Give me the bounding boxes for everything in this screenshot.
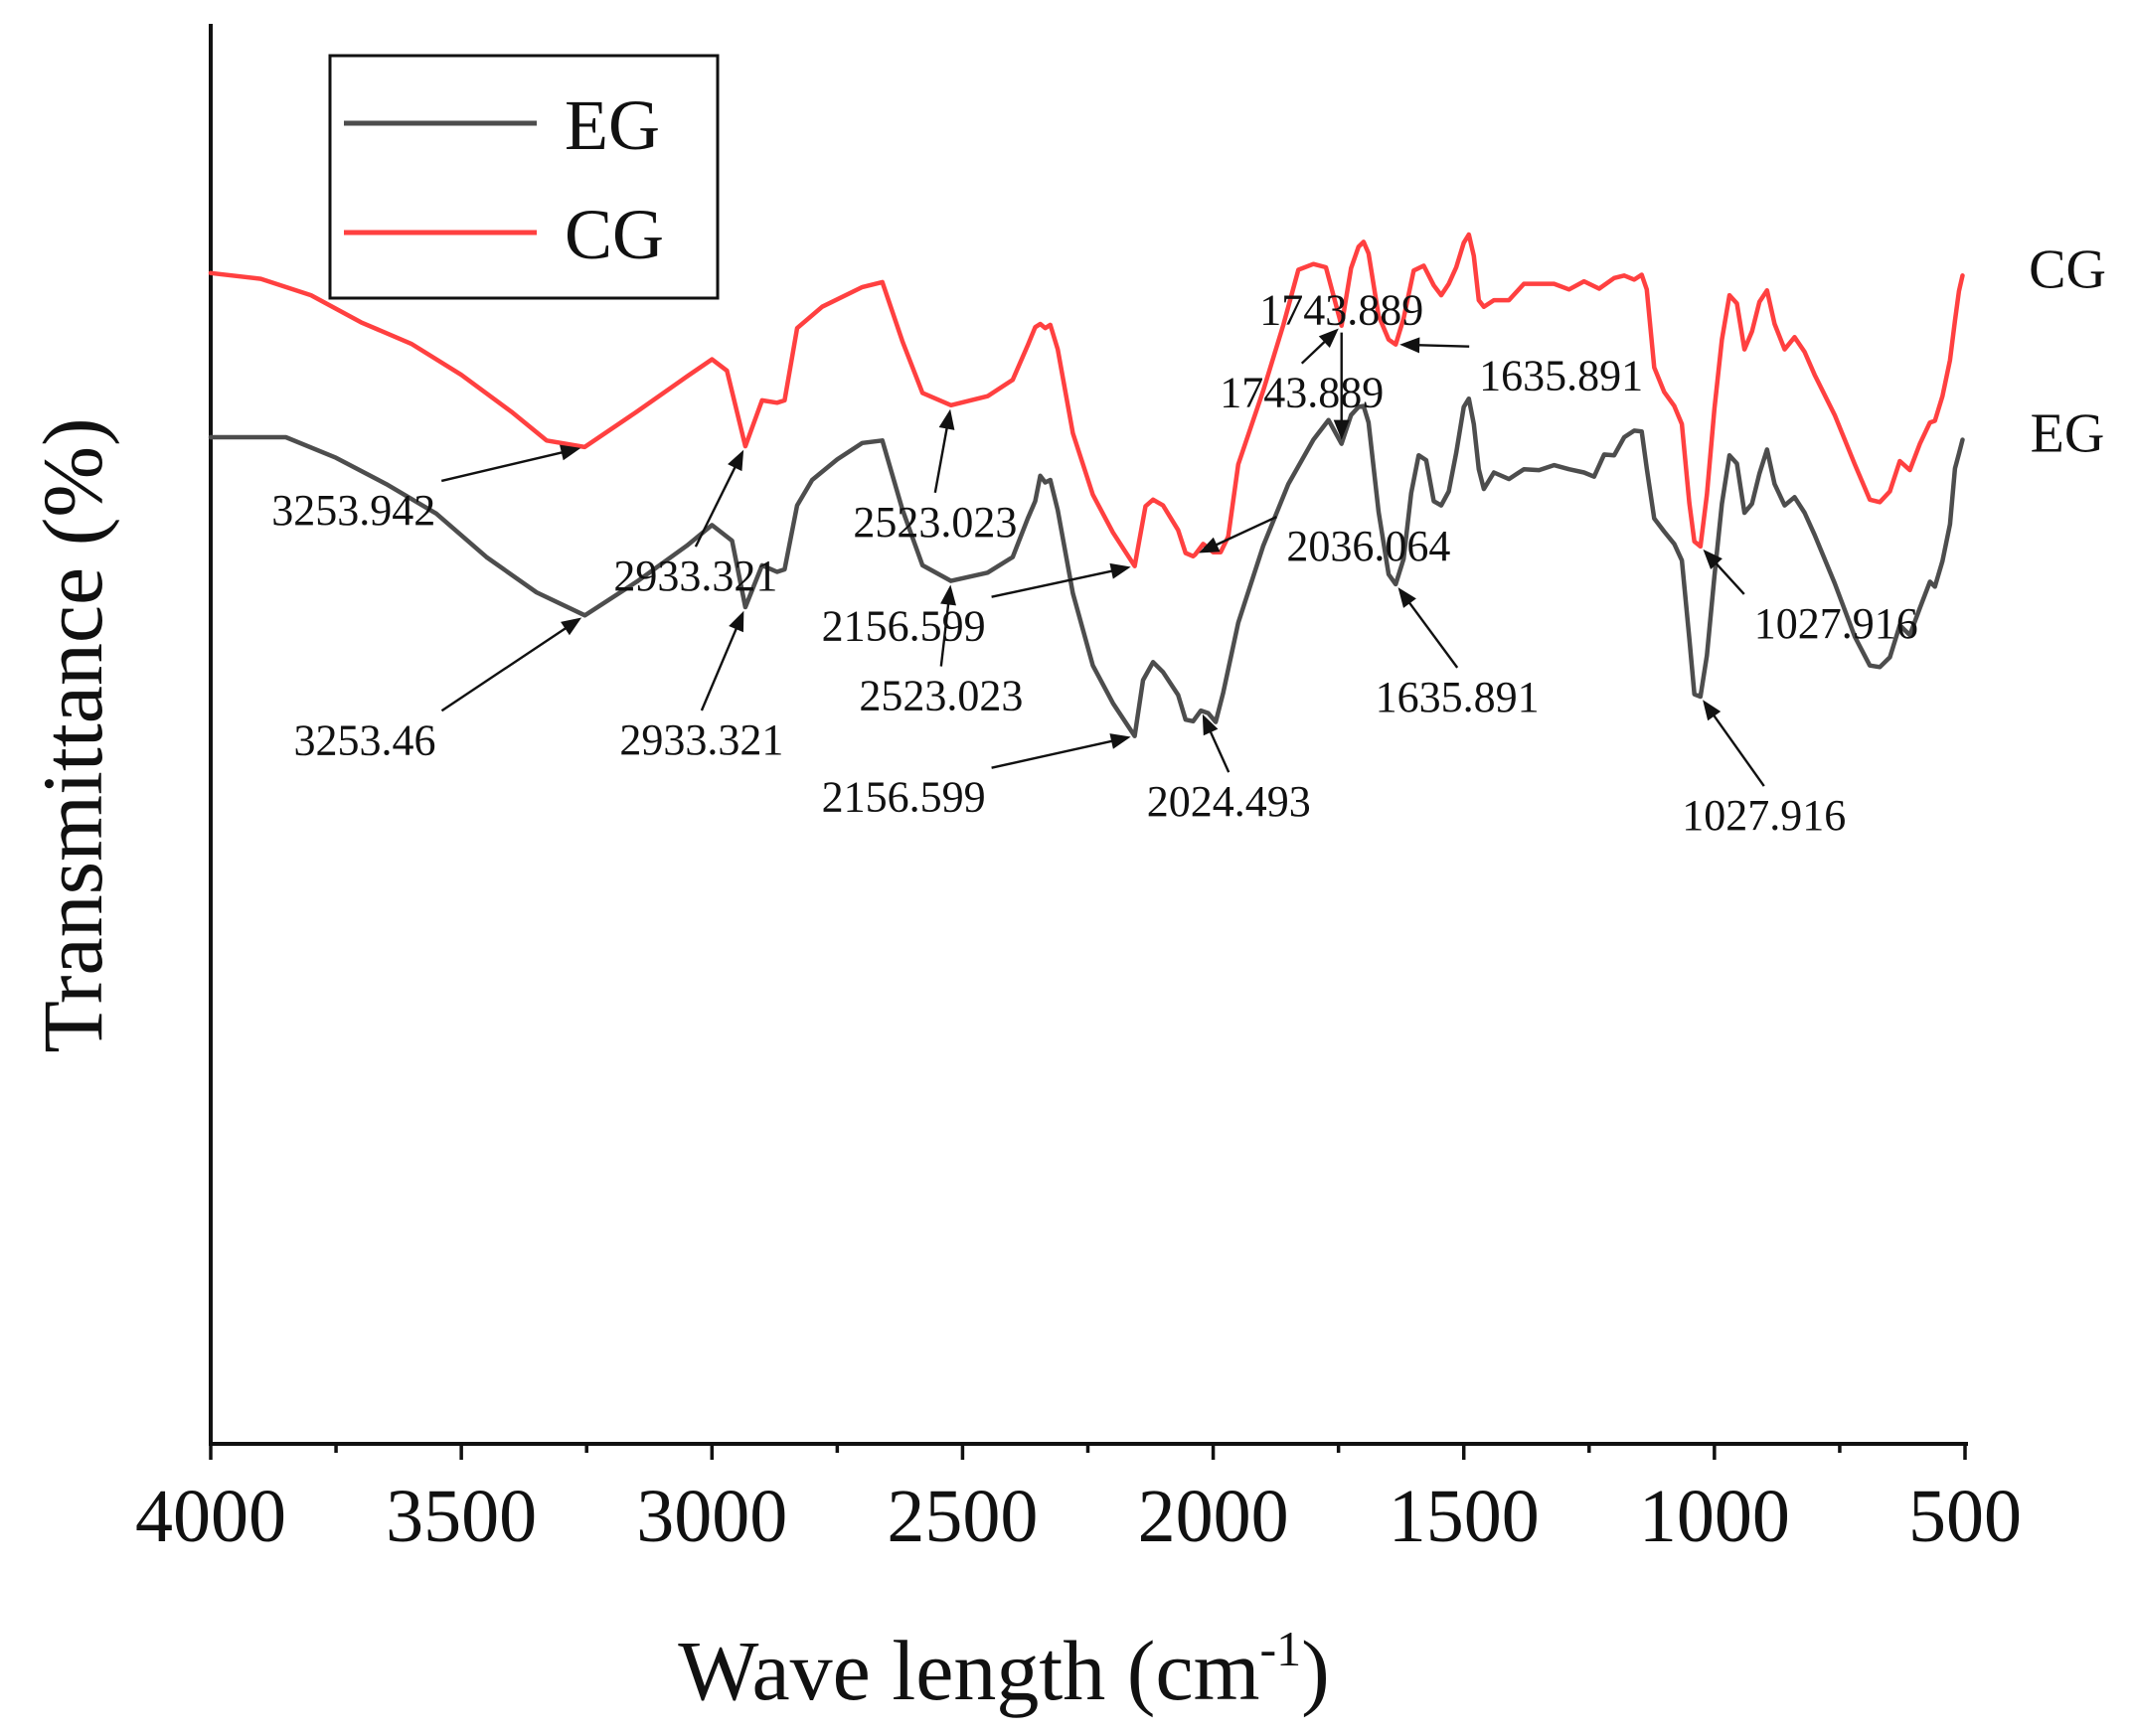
peak-label: 2933.321: [619, 715, 783, 764]
peak-label: 1743.889: [1220, 369, 1384, 417]
annotation-arrowhead: [1703, 700, 1722, 721]
peak-label: 1743.889: [1259, 286, 1423, 335]
peak-label: 2933.321: [613, 552, 777, 600]
y-axis-title: Transmittance (%): [25, 417, 120, 1052]
x-axis-title-sup: -1: [1260, 1621, 1302, 1676]
peak-label: 2036.064: [1286, 522, 1450, 570]
series-end-label-eg: EG: [2031, 403, 2105, 465]
annotation-arrowhead: [1333, 419, 1350, 440]
annotation-arrow: [1711, 711, 1765, 787]
annotation-arrow: [1415, 344, 1470, 348]
annotation-arrowhead: [561, 617, 582, 636]
annotation-arrow: [440, 450, 567, 483]
annotation-arrow: [700, 624, 739, 711]
peak-label: 1635.891: [1376, 673, 1540, 721]
x-axis-title-main: Wave length (cm: [678, 1623, 1259, 1718]
annotation-arrowhead: [1202, 713, 1219, 736]
peak-label: 1027.916: [1682, 791, 1846, 840]
legend-label-eg: EG: [565, 85, 660, 165]
series-line-eg: [208, 395, 1965, 738]
series-line-cg: [208, 232, 1965, 568]
annotation-arrow: [1406, 599, 1459, 669]
annotation-arrowhead: [1109, 733, 1131, 749]
series-layer: [208, 232, 1965, 738]
peak-label: 3253.942: [271, 486, 435, 535]
peak-label: 2024.493: [1147, 777, 1311, 826]
x-tick-label: 2000: [1138, 1475, 1289, 1558]
peak-label: 2156.599: [822, 602, 986, 651]
annotation-arrowhead: [729, 610, 744, 633]
peak-label: 2523.023: [853, 498, 1017, 547]
annotation-arrowhead: [560, 444, 581, 461]
legend: EG CG: [328, 54, 720, 300]
annotation-arrowhead: [1397, 587, 1416, 608]
annotation-arrow: [1713, 559, 1745, 595]
annotation-arrowhead: [1318, 328, 1339, 349]
annotation-arrow: [933, 424, 949, 494]
annotation-arrow: [694, 463, 738, 548]
annotation-arrow: [991, 738, 1116, 769]
x-tick-label: 1000: [1639, 1475, 1790, 1558]
annotation-arrowhead: [940, 584, 956, 606]
annotation-arrow: [939, 600, 950, 667]
peak-label: 1027.916: [1754, 599, 1918, 648]
x-axis-title-end: ): [1301, 1623, 1330, 1718]
series-end-labels: EG CG: [2029, 238, 2106, 464]
annotation-arrow: [1208, 727, 1231, 773]
x-ticks: 4000 3500 3000 2500 2000 1500 1000 500: [135, 1444, 2022, 1558]
annotation-arrow: [1213, 516, 1277, 548]
annotation-arrowhead: [1199, 537, 1221, 553]
peak-label: 2523.023: [859, 672, 1023, 720]
x-tick-label: 2500: [887, 1475, 1038, 1558]
annotation-arrowhead: [1109, 562, 1131, 579]
legend-box: [328, 54, 720, 300]
annotation-arrowhead: [938, 408, 955, 430]
annotation-layer: 3253.942 2933.321 2523.023 2156.599 2036.064…: [271, 286, 1918, 840]
annotation-arrowhead: [1399, 337, 1420, 354]
annotation-arrow: [440, 625, 570, 712]
x-axis-title: Wave length (cm-1): [678, 1621, 1330, 1718]
annotation-arrowhead: [728, 449, 744, 472]
x-tick-label: 1500: [1389, 1475, 1540, 1558]
x-tick-label: 3500: [386, 1475, 537, 1558]
series-end-label-cg: CG: [2029, 238, 2106, 300]
x-tick-label: 3000: [636, 1475, 787, 1558]
x-tick-label: 4000: [135, 1475, 286, 1558]
peak-label: 2156.599: [822, 773, 986, 822]
peak-label: 3253.46: [293, 715, 435, 764]
annotation-arrow: [1300, 338, 1329, 365]
annotation-arrow: [991, 568, 1116, 598]
annotation-arrowhead: [1703, 549, 1723, 569]
legend-label-cg: CG: [565, 195, 664, 274]
peak-label: 1635.891: [1479, 352, 1643, 400]
x-tick-label: 500: [1908, 1475, 2022, 1558]
